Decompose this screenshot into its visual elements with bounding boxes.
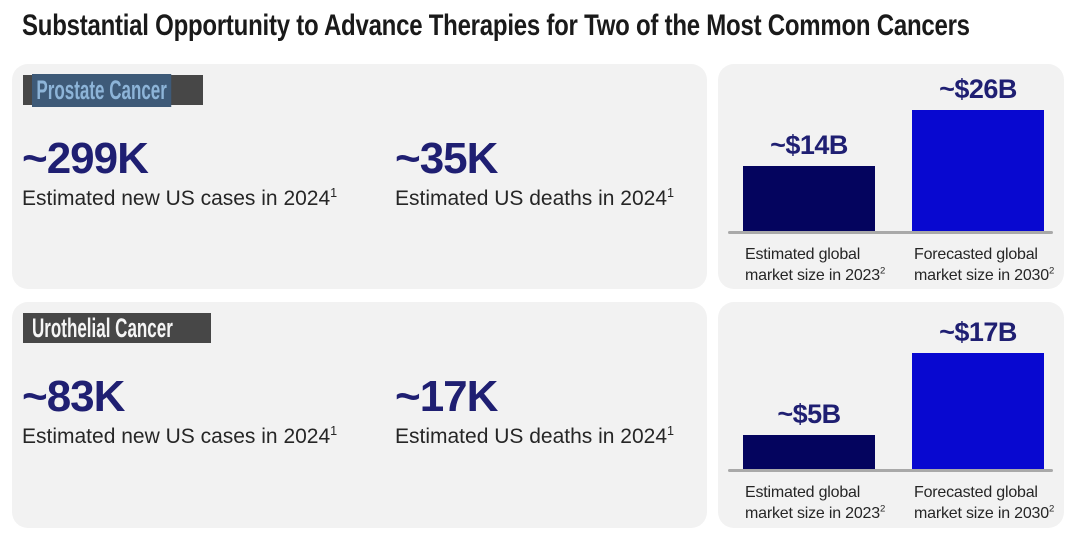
stat-value: ~83K [22, 372, 125, 421]
stat-new-cases: ~299K Estimated new US cases in 20241 [22, 134, 337, 212]
stat-deaths: ~35K Estimated US deaths in 20241 [395, 134, 674, 212]
chart-baseline [728, 231, 1053, 234]
category-label-2030: Forecasted global market size in 20302 [914, 484, 1055, 522]
bar-value-label: ~$26B [939, 74, 1017, 104]
bar-value-label: ~$14B [770, 130, 848, 160]
bar-group-2023: ~$5B [743, 399, 875, 469]
page-title: Substantial Opportunity to Advance Thera… [22, 9, 970, 42]
footnote-marker: 2 [879, 265, 886, 277]
stat-value: ~17K [395, 372, 498, 421]
bar-group-2030: ~$17B [912, 317, 1044, 469]
bar-2023 [743, 435, 875, 469]
bar-group-2030: ~$26B [912, 74, 1044, 231]
badge-label: Prostate Cancer [32, 73, 172, 107]
footnote-marker: 1 [330, 424, 338, 438]
cancer-type-badge-prostate: Prostate Cancer [23, 73, 203, 107]
urothelial-market-chart-panel: ~$5B ~$17B Estimated global market size … [718, 302, 1064, 528]
bar-2030 [912, 110, 1044, 231]
stat-deaths: ~17K Estimated US deaths in 20241 [395, 372, 674, 450]
bar-group-2023: ~$14B [743, 130, 875, 231]
stat-value: ~299K [22, 134, 149, 183]
stat-caption: Estimated new US cases in 20241 [22, 186, 338, 210]
prostate-market-chart-panel: ~$14B ~$26B Estimated global market size… [718, 64, 1064, 289]
chart-category-labels: Estimated global market size in 20232 Fo… [718, 244, 1064, 286]
urothelial-stats-panel: Urothelial Cancer ~83K Estimated new US … [12, 302, 707, 528]
bar-value-label: ~$5B [777, 399, 841, 429]
footnote-marker: 2 [1048, 265, 1055, 277]
footnote-marker: 1 [330, 186, 338, 200]
chart-baseline [728, 469, 1053, 472]
badge-label: Urothelial Cancer [32, 312, 173, 343]
bar-chart-plot-area: ~$5B ~$17B [718, 302, 1064, 469]
bar-2030 [912, 353, 1044, 469]
category-label-2030: Forecasted global market size in 20302 [914, 246, 1055, 284]
stat-value: ~35K [395, 134, 498, 183]
category-label-2023: Estimated global market size in 20232 [745, 484, 886, 522]
stat-caption: Estimated US deaths in 20241 [395, 424, 675, 448]
chart-category-labels: Estimated global market size in 20232 Fo… [718, 482, 1064, 524]
cancer-type-badge-urothelial: Urothelial Cancer [23, 313, 211, 343]
footnote-marker: 1 [667, 424, 675, 438]
footnote-marker: 2 [1048, 503, 1055, 515]
footnote-marker: 2 [879, 503, 886, 515]
bar-value-label: ~$17B [939, 317, 1017, 347]
prostate-stats-panel: Prostate Cancer ~299K Estimated new US c… [12, 64, 707, 289]
footnote-marker: 1 [667, 186, 675, 200]
bar-2023 [743, 166, 875, 231]
category-label-2023: Estimated global market size in 20232 [745, 246, 886, 284]
stat-new-cases: ~83K Estimated new US cases in 20241 [22, 372, 337, 450]
stat-caption: Estimated new US cases in 20241 [22, 424, 338, 448]
bar-chart-plot-area: ~$14B ~$26B [718, 64, 1064, 231]
stat-caption: Estimated US deaths in 20241 [395, 186, 675, 210]
